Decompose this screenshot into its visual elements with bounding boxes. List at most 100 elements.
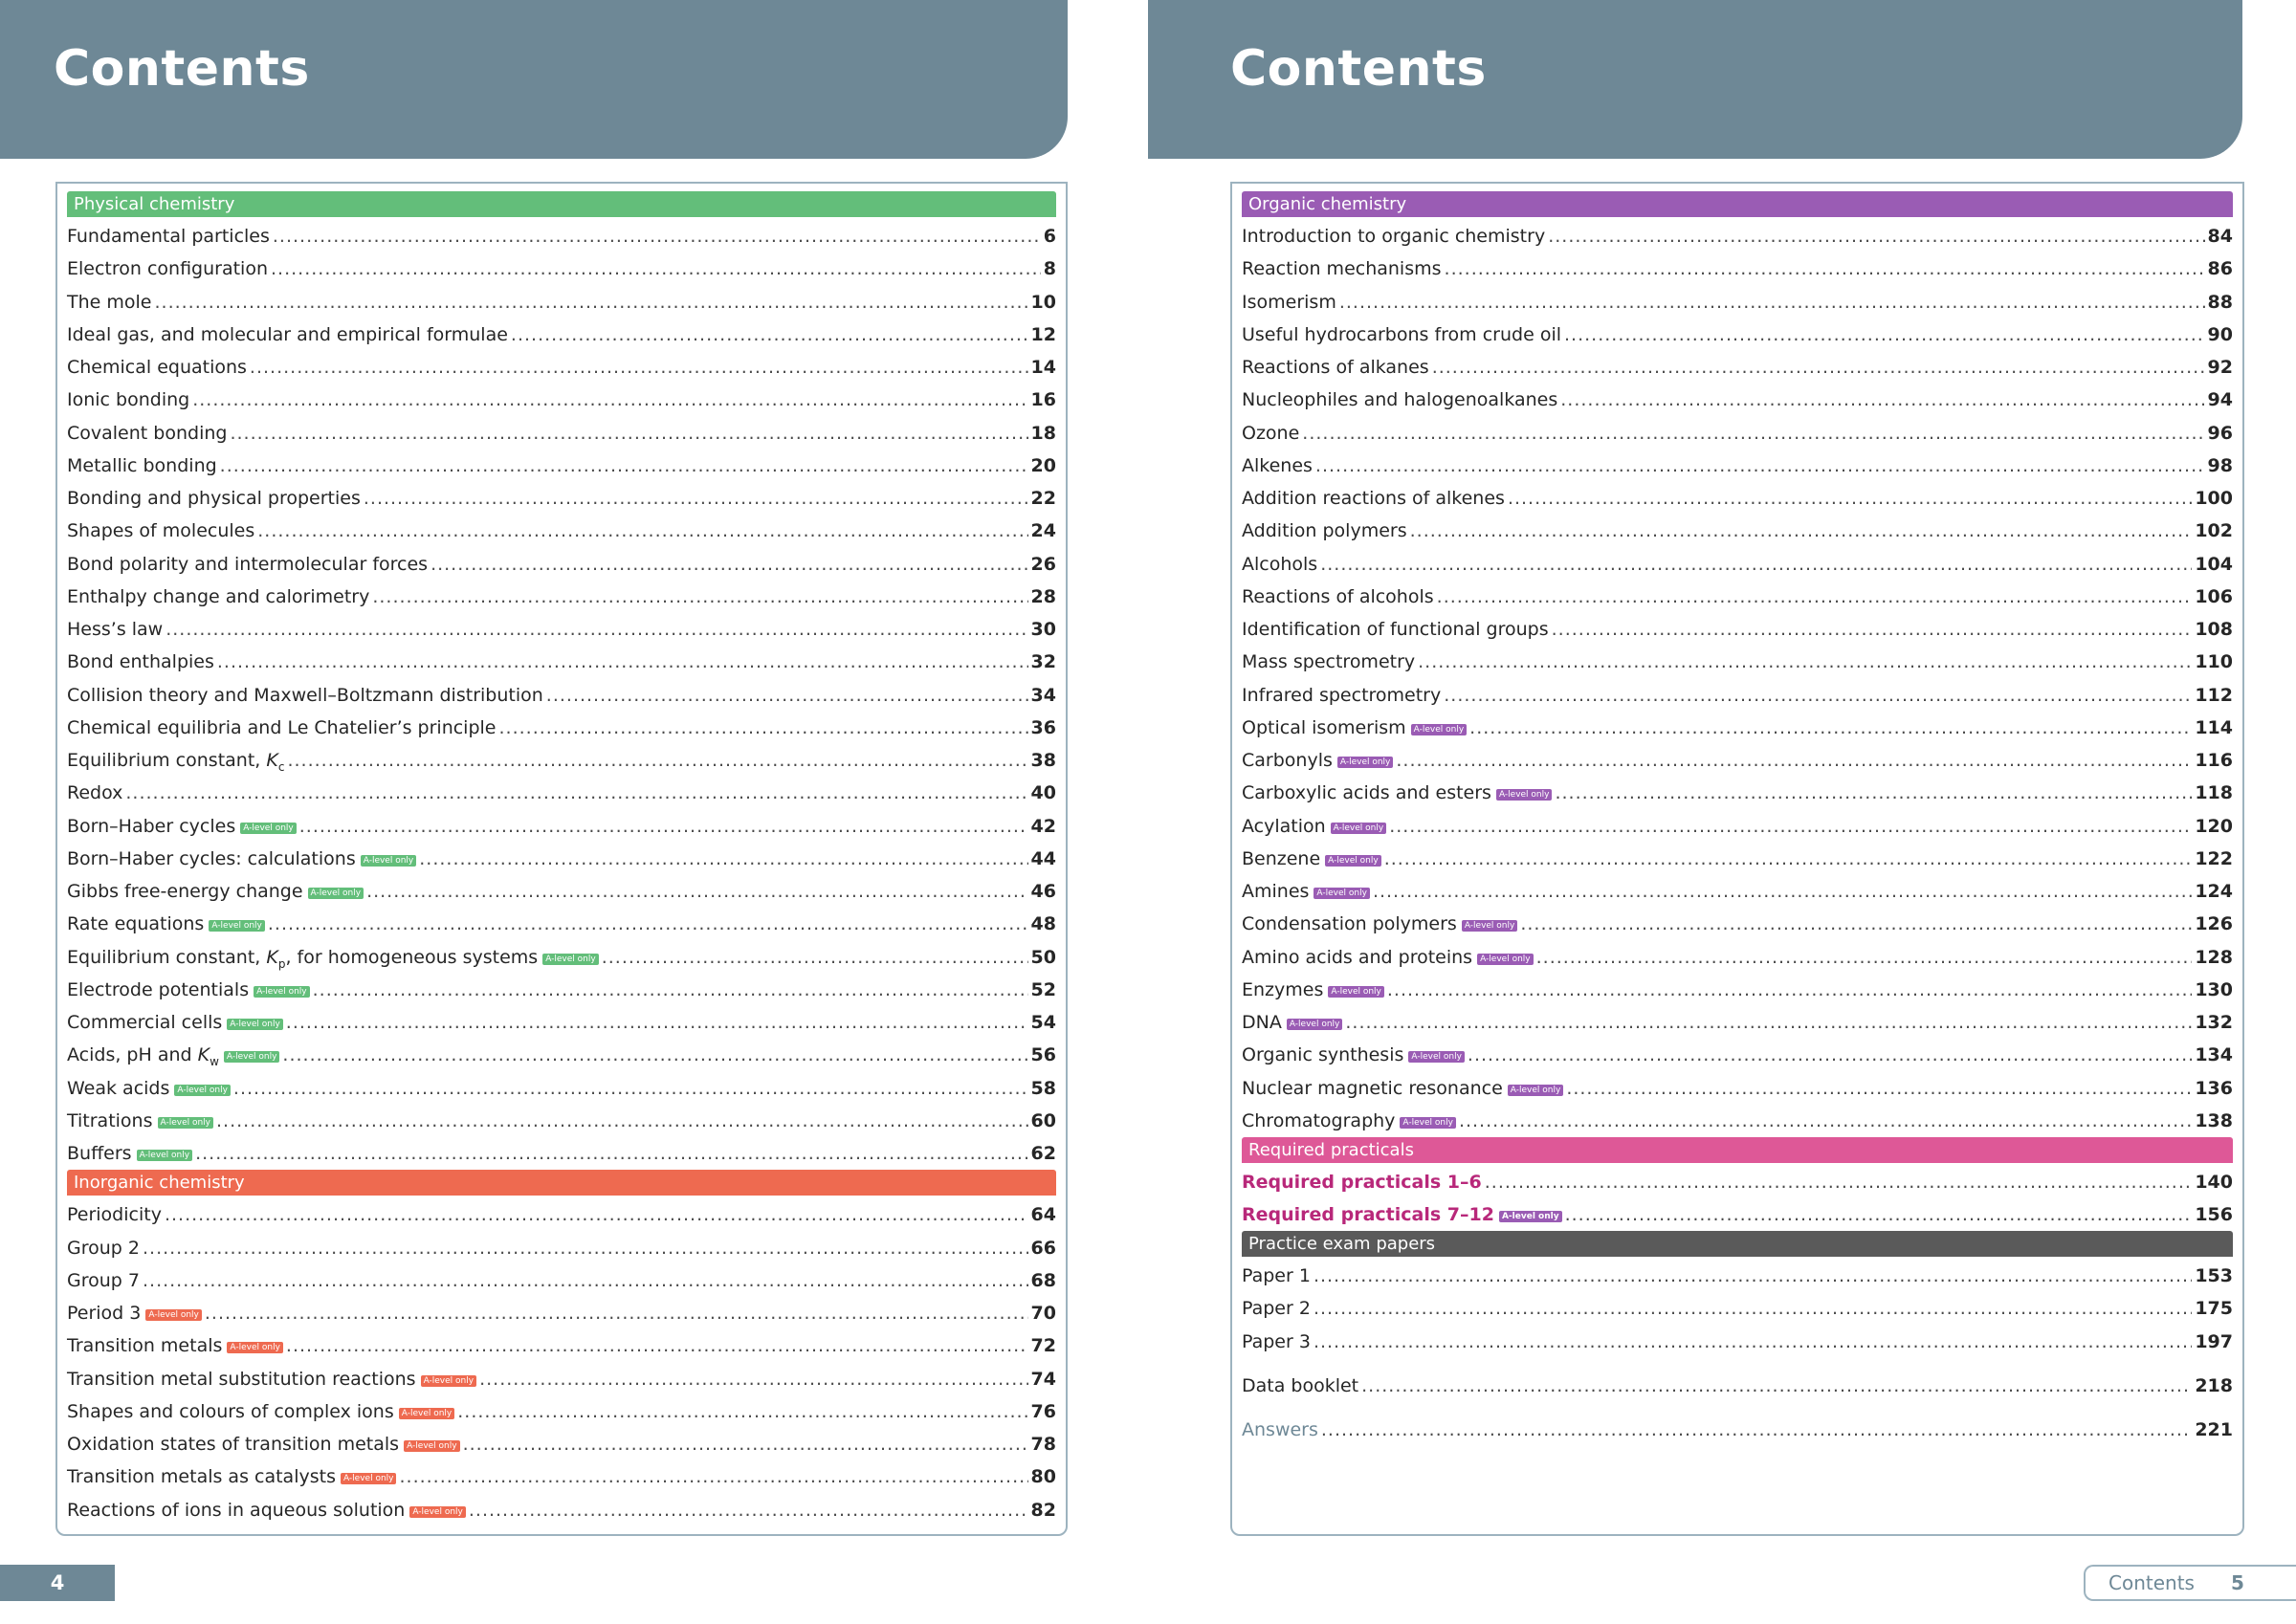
toc-entry[interactable]: Introduction to organic chemistry 84	[1242, 220, 2233, 252]
dot-leader	[1302, 417, 2204, 450]
toc-entry[interactable]: Group 7 68	[67, 1264, 1056, 1297]
toc-entry[interactable]: Titrations A-level only 60	[67, 1105, 1056, 1137]
entry-title-suffix: , for homogeneous systems	[285, 946, 539, 968]
toc-entry[interactable]: Reactions of alkanes 92	[1242, 351, 2233, 384]
toc-entry[interactable]: Addition reactions of alkenes 100	[1242, 482, 2233, 515]
toc-entry[interactable]: Required practicals 1–6 140	[1242, 1166, 2233, 1198]
toc-entry[interactable]: Fundamental particles 6	[67, 220, 1056, 252]
toc-page-number: 56	[1030, 1044, 1056, 1066]
toc-entry[interactable]: Buffers A-level only 62	[67, 1137, 1056, 1170]
toc-entry[interactable]: Nucleophiles and halogenoalkanes 94	[1242, 384, 2233, 416]
toc-entry[interactable]: Alkenes 98	[1242, 450, 2233, 482]
toc-entry[interactable]: Carboxylic acids and esters A-level only 1…	[1242, 777, 2233, 809]
toc-entry[interactable]: Optical isomerism A-level only 114	[1242, 712, 2233, 744]
toc-entry[interactable]: Redox 40	[67, 777, 1056, 809]
toc-entry[interactable]: Amines A-level only 124	[1242, 875, 2233, 908]
entry-title-text: Titrations	[67, 1109, 153, 1131]
toc-page-number: 90	[2207, 323, 2233, 345]
toc-entry[interactable]: Hess’s law 30	[67, 613, 1056, 646]
toc-page-number: 120	[2195, 815, 2233, 837]
toc-entry-title: Introduction to organic chemistry	[1242, 220, 1545, 252]
toc-entry[interactable]: Equilibrium constant, Kp, for homogeneou…	[67, 941, 1056, 974]
toc-entry[interactable]: Amino acids and proteins A-level only 128	[1242, 941, 2233, 974]
toc-page-number: 92	[2207, 357, 2233, 378]
toc-entry[interactable]: Condensation polymers A-level only 126	[1242, 908, 2233, 940]
toc-entry[interactable]: Gibbs free-energy change A-level only 46	[67, 875, 1056, 908]
toc-entry[interactable]: Electron configuration 8	[67, 252, 1056, 285]
toc-entry[interactable]: Organic synthesis A-level only 134	[1242, 1039, 2233, 1071]
toc-entry[interactable]: Transition metals as catalysts A-level on…	[67, 1460, 1056, 1493]
toc-entry[interactable]: Commercial cells A-level only 54	[67, 1006, 1056, 1039]
toc-page-number: 38	[1030, 750, 1056, 771]
toc-entry[interactable]: Nuclear magnetic resonance A-level only 13…	[1242, 1072, 2233, 1105]
toc-entry[interactable]: Group 2 66	[67, 1232, 1056, 1264]
toc-entry[interactable]: Required practicals 7–12 A-level only 156	[1242, 1198, 2233, 1231]
toc-entry[interactable]: DNA A-level only 132	[1242, 1006, 2233, 1039]
toc-entry[interactable]: Transition metal substitution reactions A…	[67, 1363, 1056, 1395]
toc-page-number: 30	[1030, 619, 1056, 640]
toc-entry[interactable]: Chemical equilibria and Le Chatelier’s p…	[67, 712, 1056, 744]
dot-leader	[430, 548, 1027, 581]
toc-entry[interactable]: Addition polymers 102	[1242, 515, 2233, 547]
toc-entry[interactable]: Acids, pH and Kw A-level only 56	[67, 1039, 1056, 1071]
toc-entry[interactable]: Born–Haber cycles: calculations A-level o…	[67, 843, 1056, 875]
a-level-only-badge: A-level only	[1408, 1051, 1465, 1064]
toc-entry[interactable]: The mole 10	[67, 286, 1056, 318]
section-header: Organic chemistry	[1242, 191, 2233, 217]
toc-entry[interactable]: Ideal gas, and molecular and empirical f…	[67, 318, 1056, 351]
toc-entry[interactable]: Chromatography A-level only 138	[1242, 1105, 2233, 1137]
toc-entry[interactable]: Bond enthalpies 32	[67, 646, 1056, 678]
toc-entry[interactable]: Bond polarity and intermolecular forces 2…	[67, 548, 1056, 581]
toc-entry[interactable]: Shapes and colours of complex ions A-leve…	[67, 1395, 1056, 1428]
dot-leader	[1565, 1198, 2193, 1231]
toc-entry[interactable]: Ozone 96	[1242, 417, 2233, 450]
toc-entry[interactable]: Period 3A-level only 70	[67, 1297, 1056, 1329]
entry-title-text: Enzymes	[1242, 978, 1324, 1000]
toc-entry[interactable]: Reaction mechanisms 86	[1242, 252, 2233, 285]
toc-page-number: 94	[2207, 389, 2233, 411]
k-symbol: K	[197, 1044, 210, 1066]
toc-page-number: 46	[1030, 881, 1056, 902]
toc-entry[interactable]: Paper 1 153	[1242, 1260, 2233, 1292]
toc-entry[interactable]: Covalent bonding 18	[67, 417, 1056, 450]
toc-entry[interactable]: Identification of functional groups 108	[1242, 613, 2233, 646]
toc-entry[interactable]: Benzene A-level only 122	[1242, 843, 2233, 875]
toc-entry[interactable]: Useful hydrocarbons from crude oil 90	[1242, 318, 2233, 351]
toc-entry[interactable]: Weak acids A-level only 58	[67, 1072, 1056, 1105]
toc-entry[interactable]: Shapes of molecules 24	[67, 515, 1056, 547]
toc-entry[interactable]: Enzymes A-level only 130	[1242, 974, 2233, 1006]
toc-entry[interactable]: Reactions of alcohols 106	[1242, 581, 2233, 613]
toc-entry[interactable]: Rate equations A-level only 48	[67, 908, 1056, 940]
toc-entry[interactable]: Infrared spectrometry 112	[1242, 679, 2233, 712]
toc-entry[interactable]: Enthalpy change and calorimetry 28	[67, 581, 1056, 613]
toc-entry-title: Commercial cells A-level only	[67, 1006, 283, 1039]
toc-entry[interactable]: Transition metals A-level only 72	[67, 1329, 1056, 1362]
toc-entry[interactable]: Oxidation states of transition metals A-l…	[67, 1428, 1056, 1460]
a-level-only-badge: A-level only	[420, 1374, 477, 1387]
toc-entry[interactable]: Acylation A-level only 120	[1242, 810, 2233, 843]
toc-entry[interactable]: Isomerism 88	[1242, 286, 2233, 318]
toc-entry[interactable]: Data booklet 218	[1242, 1370, 2233, 1402]
toc-entry[interactable]: Periodicity 64	[67, 1198, 1056, 1231]
dot-leader	[399, 1460, 1027, 1493]
dot-leader	[1345, 1006, 2192, 1039]
toc-entry[interactable]: Paper 2 175	[1242, 1292, 2233, 1325]
toc-entry[interactable]: Electrode potentials A-level only 52	[67, 974, 1056, 1006]
entry-title-text: Paper 3	[1242, 1330, 1311, 1352]
toc-entry[interactable]: Metallic bonding 20	[67, 450, 1056, 482]
toc-entry[interactable]: Collision theory and Maxwell–Boltzmann d…	[67, 679, 1056, 712]
toc-entry[interactable]: Born–Haber cycles A-level only 42	[67, 810, 1056, 843]
toc-entry[interactable]: Mass spectrometry 110	[1242, 646, 2233, 678]
toc-page-number: 138	[2195, 1109, 2233, 1131]
toc-entry[interactable]: Ionic bonding 16	[67, 384, 1056, 416]
toc-entry[interactable]: Equilibrium constant, Kc 38	[67, 744, 1056, 777]
toc-entry[interactable]: Chemical equations 14	[67, 351, 1056, 384]
toc-entry-title: Period 3 A-level only	[67, 1297, 202, 1329]
toc-entry[interactable]: Bonding and physical properties 22	[67, 482, 1056, 515]
toc-entry[interactable]: Reactions of ions in aqueous solution A-l…	[67, 1494, 1056, 1526]
toc-entry[interactable]: Answers 221	[1242, 1414, 2233, 1446]
dot-leader	[1321, 1414, 2192, 1446]
toc-entry[interactable]: Alcohols 104	[1242, 548, 2233, 581]
toc-entry[interactable]: Paper 3 197	[1242, 1326, 2233, 1358]
